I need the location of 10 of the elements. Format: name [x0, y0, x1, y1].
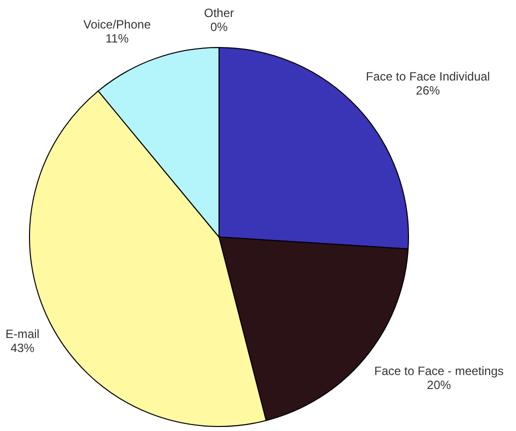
data-label: 20%: [426, 378, 452, 392]
slice-label: Voice/Phone: [83, 18, 152, 32]
category-label: Other: [204, 6, 234, 20]
data-label: 11%: [105, 32, 129, 46]
data-label: 26%: [416, 83, 440, 98]
text: 0%: [210, 20, 228, 34]
slice-label: Face to Face Individual: [366, 69, 490, 84]
data-label: 43%: [10, 340, 35, 355]
slice-label: E-mail: [5, 326, 40, 341]
slice-label: Face to Face - meetings: [374, 364, 504, 378]
